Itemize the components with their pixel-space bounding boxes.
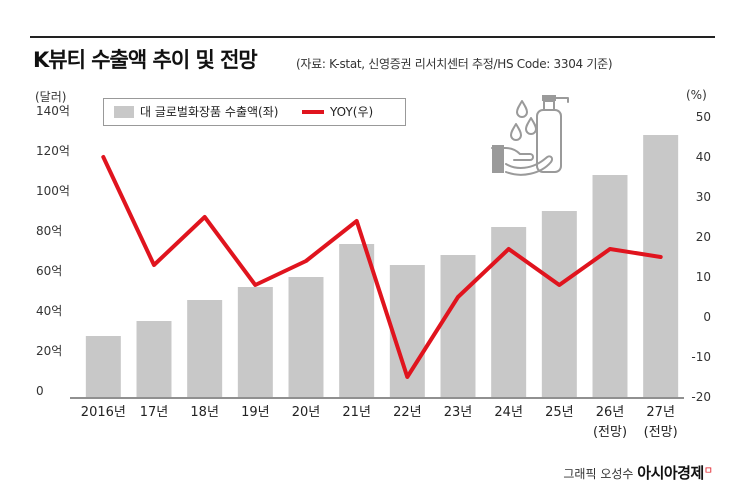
legend-bar-label: 대 글로벌화장품 수출액(좌)	[140, 105, 279, 119]
left-tick-label: 80억	[36, 224, 62, 238]
credit-brand: 아시아경제	[637, 464, 704, 482]
x-tick-label: 25년	[545, 405, 574, 420]
yoy-point	[203, 215, 207, 219]
x-tick-label: 21년	[342, 405, 371, 420]
left-tick-label: 0	[36, 384, 44, 398]
x-tick-label: 17년	[140, 405, 169, 420]
bar	[541, 211, 577, 397]
right-tick-label: 50	[696, 110, 711, 124]
source-note: (자료: K-stat, 신영증권 리서치센터 추정/HS Code: 3304…	[296, 57, 613, 71]
plot-area: 0 20억 40억 60억 80억 100억 120억 140억 -20 -10 0 10 20 30 40…	[36, 104, 711, 440]
x-tick-label: 20년	[292, 405, 321, 420]
x-tick-label: 26년	[596, 405, 625, 420]
bar	[85, 336, 121, 397]
x-tick-label: 27년	[646, 405, 675, 420]
left-tick-label: 120억	[36, 144, 70, 158]
right-axis-unit: (%)	[686, 88, 707, 102]
left-tick-label: 20억	[36, 344, 62, 358]
bar	[136, 321, 172, 397]
right-tick-label: 30	[696, 190, 711, 204]
yoy-point	[405, 375, 409, 379]
yoy-line	[101, 155, 663, 379]
x-tick-note: (전망)	[644, 425, 678, 440]
left-tick-label: 60억	[36, 264, 62, 278]
right-tick-label: 40	[696, 150, 711, 164]
yoy-point	[101, 155, 105, 159]
x-tick-label: 18년	[190, 405, 219, 420]
bar	[440, 255, 476, 397]
yoy-point	[456, 295, 460, 299]
x-tick-label: 24년	[494, 405, 523, 420]
x-tick-label: 23년	[444, 405, 473, 420]
bar	[288, 277, 324, 397]
yoy-point	[304, 259, 308, 263]
yoy-point	[507, 247, 511, 251]
bar	[187, 300, 223, 397]
right-tick-label: 0	[703, 310, 711, 324]
legend-line-swatch	[302, 110, 324, 114]
bar	[339, 244, 375, 397]
chart-title: K뷰티 수출액 추이 및 전망	[33, 48, 258, 72]
yoy-point	[152, 263, 156, 267]
top-rule	[30, 36, 715, 38]
yoy-point	[253, 283, 257, 287]
x-tick-label: 2016년	[81, 405, 126, 420]
credit: 그래픽 오성수 아시아경제ㅁ	[563, 462, 713, 483]
right-tick-label: -10	[691, 350, 711, 364]
legend: 대 글로벌화장품 수출액(좌) YOY(우)	[103, 98, 406, 126]
brand-mark: ㅁ	[703, 466, 713, 477]
hand-washing-soap-icon	[491, 95, 569, 176]
left-tick-label: 40억	[36, 304, 62, 318]
left-tick-label: 140억	[36, 104, 70, 118]
legend-line-label: YOY(우)	[330, 105, 374, 119]
x-tick-label: 19년	[241, 405, 270, 420]
credit-prefix: 그래픽 오성수	[563, 467, 634, 481]
left-axis-unit: (달러)	[35, 90, 67, 104]
x-tick-note: (전망)	[593, 425, 627, 440]
yoy-point	[355, 219, 359, 223]
right-tick-label: 20	[696, 230, 711, 244]
legend-bar-swatch	[114, 106, 134, 118]
bar	[643, 135, 679, 397]
yoy-point	[557, 283, 561, 287]
right-tick-label: -20	[691, 390, 711, 404]
bar	[592, 175, 628, 397]
yoy-point	[608, 247, 612, 251]
bar	[237, 287, 273, 397]
right-tick-label: 10	[696, 270, 711, 284]
x-tick-label: 22년	[393, 405, 422, 420]
left-tick-label: 100억	[36, 184, 70, 198]
bar	[491, 227, 527, 397]
yoy-point	[659, 255, 663, 259]
